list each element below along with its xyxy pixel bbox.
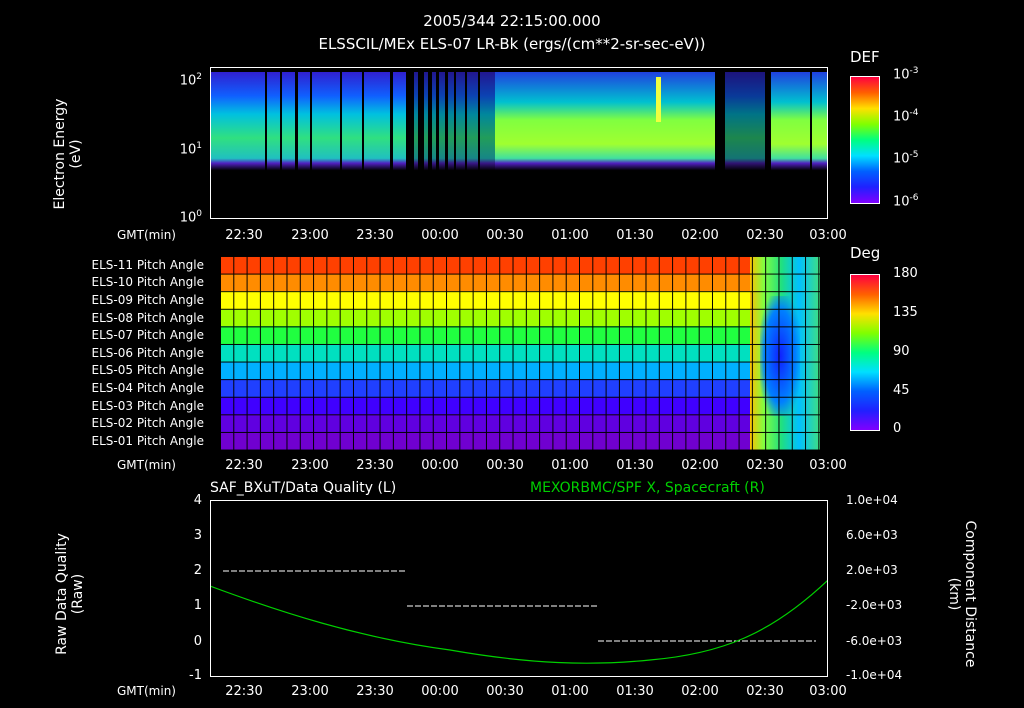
pitch-row-label: ELS-06 Pitch Angle bbox=[91, 346, 204, 360]
panel1-title: ELSSCIL/MEx ELS-07 LR-Bk (ergs/(cm**2-sr… bbox=[318, 35, 706, 53]
panel2-cbar-tick: 0 bbox=[893, 421, 902, 436]
xtick: 23:30 bbox=[356, 458, 394, 473]
pitch-row-label: ELS-02 Pitch Angle bbox=[91, 416, 204, 430]
spacecraft-x-curve bbox=[210, 579, 828, 664]
panel3-xlabel: GMT(min) bbox=[117, 684, 176, 698]
quality-distance-panel bbox=[210, 500, 828, 677]
pitch-row-label: ELS-11 Pitch Angle bbox=[91, 258, 204, 272]
panel3-right-ytick: -6.0e+03 bbox=[846, 634, 903, 648]
xtick: 00:30 bbox=[486, 228, 524, 243]
panel3-frame bbox=[210, 500, 828, 677]
panel1-colorbar bbox=[850, 76, 880, 204]
panel3-left-ytick: 3 bbox=[193, 528, 202, 543]
panel1-ytick-10: 101 bbox=[179, 141, 202, 158]
xtick: 00:30 bbox=[486, 684, 524, 699]
panel3-left-ytick: 4 bbox=[193, 493, 202, 508]
energy-spectrogram-panel bbox=[210, 67, 828, 219]
xtick: 01:30 bbox=[616, 684, 654, 699]
panel3-right-ylabel: Component Distance (km) bbox=[946, 520, 978, 668]
pitch-row-label: ELS-05 Pitch Angle bbox=[91, 363, 204, 377]
xtick: 23:30 bbox=[356, 228, 394, 243]
xtick: 01:30 bbox=[616, 228, 654, 243]
panel3-right-ytick: -2.0e+03 bbox=[846, 598, 903, 612]
xtick: 01:00 bbox=[551, 684, 589, 699]
panel2-colorbar-title: Deg bbox=[850, 244, 881, 262]
pitch-row-label: ELS-03 Pitch Angle bbox=[91, 399, 204, 413]
panel3-left-ytick: 0 bbox=[193, 634, 202, 649]
xtick: 02:00 bbox=[681, 458, 719, 473]
xtick: 23:00 bbox=[291, 458, 329, 473]
xtick: 23:00 bbox=[291, 684, 329, 699]
panel1-ylabel: Electron Energy (eV) bbox=[52, 98, 84, 210]
panel1-xlabel: GMT(min) bbox=[117, 228, 176, 242]
panel2-cbar-tick: 45 bbox=[893, 383, 910, 398]
xtick: 23:00 bbox=[291, 228, 329, 243]
xtick: 01:00 bbox=[551, 228, 589, 243]
xtick: 22:30 bbox=[225, 684, 263, 699]
xtick: 01:30 bbox=[616, 458, 654, 473]
pitch-row-label: ELS-01 Pitch Angle bbox=[91, 434, 204, 448]
xtick: 03:00 bbox=[809, 228, 847, 243]
xtick: 23:30 bbox=[356, 684, 394, 699]
panel1-cbar-tick: 10-5 bbox=[893, 150, 919, 167]
xtick: 03:00 bbox=[809, 458, 847, 473]
pitch-row-label: ELS-08 Pitch Angle bbox=[91, 311, 204, 325]
panel3-right-ytick: -1.0e+04 bbox=[846, 668, 903, 682]
panel3-right-title: MEXORBMC/SPF X, Spacecraft (R) bbox=[530, 480, 765, 496]
panel2-colorbar bbox=[850, 274, 880, 431]
pitch-row-label: ELS-10 Pitch Angle bbox=[91, 275, 204, 289]
panel3-left-ylabel: Raw Data Quality (Raw) bbox=[54, 533, 86, 655]
panel2-cbar-tick: 135 bbox=[893, 305, 918, 320]
panel1-cbar-tick: 10-3 bbox=[893, 66, 919, 83]
pitch-angle-panel bbox=[220, 256, 820, 450]
panel2-cbar-tick: 90 bbox=[893, 344, 910, 359]
xtick: 02:30 bbox=[746, 458, 784, 473]
line-plot bbox=[210, 570, 828, 664]
xtick: 22:30 bbox=[225, 228, 263, 243]
xtick: 02:00 bbox=[681, 228, 719, 243]
panel2-cbar-tick: 180 bbox=[893, 266, 918, 281]
panel3-left-title: SAF_BXuT/Data Quality (L) bbox=[210, 480, 397, 496]
plot-date-title: 2005/344 22:15:00.000 bbox=[423, 12, 601, 30]
xtick: 00:30 bbox=[486, 458, 524, 473]
xtick: 00:00 bbox=[421, 458, 459, 473]
panel1-frame bbox=[210, 67, 828, 219]
pitch-row-label: ELS-09 Pitch Angle bbox=[91, 293, 204, 307]
panel3-left-ytick: 1 bbox=[193, 598, 202, 613]
xtick: 00:00 bbox=[421, 684, 459, 699]
panel1-cbar-tick: 10-6 bbox=[893, 193, 919, 210]
xtick: 02:30 bbox=[746, 684, 784, 699]
panel1-colorbar-title: DEF bbox=[850, 48, 880, 66]
panel1-cbar-tick: 10-4 bbox=[893, 108, 919, 125]
xtick: 00:00 bbox=[421, 228, 459, 243]
panel3-right-ytick: 6.0e+03 bbox=[846, 528, 898, 542]
xtick: 02:00 bbox=[681, 684, 719, 699]
panel3-right-ytick: 1.0e+04 bbox=[846, 493, 898, 507]
xtick: 01:00 bbox=[551, 458, 589, 473]
pitch-grid bbox=[220, 256, 820, 450]
panel2-xlabel: GMT(min) bbox=[117, 458, 176, 472]
xtick: 22:30 bbox=[225, 458, 263, 473]
panel1-ytick-100: 102 bbox=[179, 72, 202, 89]
xtick: 03:00 bbox=[809, 684, 847, 699]
panel3-left-ytick: -1 bbox=[189, 668, 202, 683]
spectrogram-image bbox=[210, 67, 828, 219]
pitch-row-label: ELS-04 Pitch Angle bbox=[91, 381, 204, 395]
panel3-right-ytick: 2.0e+03 bbox=[846, 563, 898, 577]
pitch-row-label: ELS-07 Pitch Angle bbox=[91, 328, 204, 342]
xtick: 02:30 bbox=[746, 228, 784, 243]
panel3-left-ytick: 2 bbox=[193, 563, 202, 578]
panel1-ytick-1: 100 bbox=[179, 209, 202, 226]
